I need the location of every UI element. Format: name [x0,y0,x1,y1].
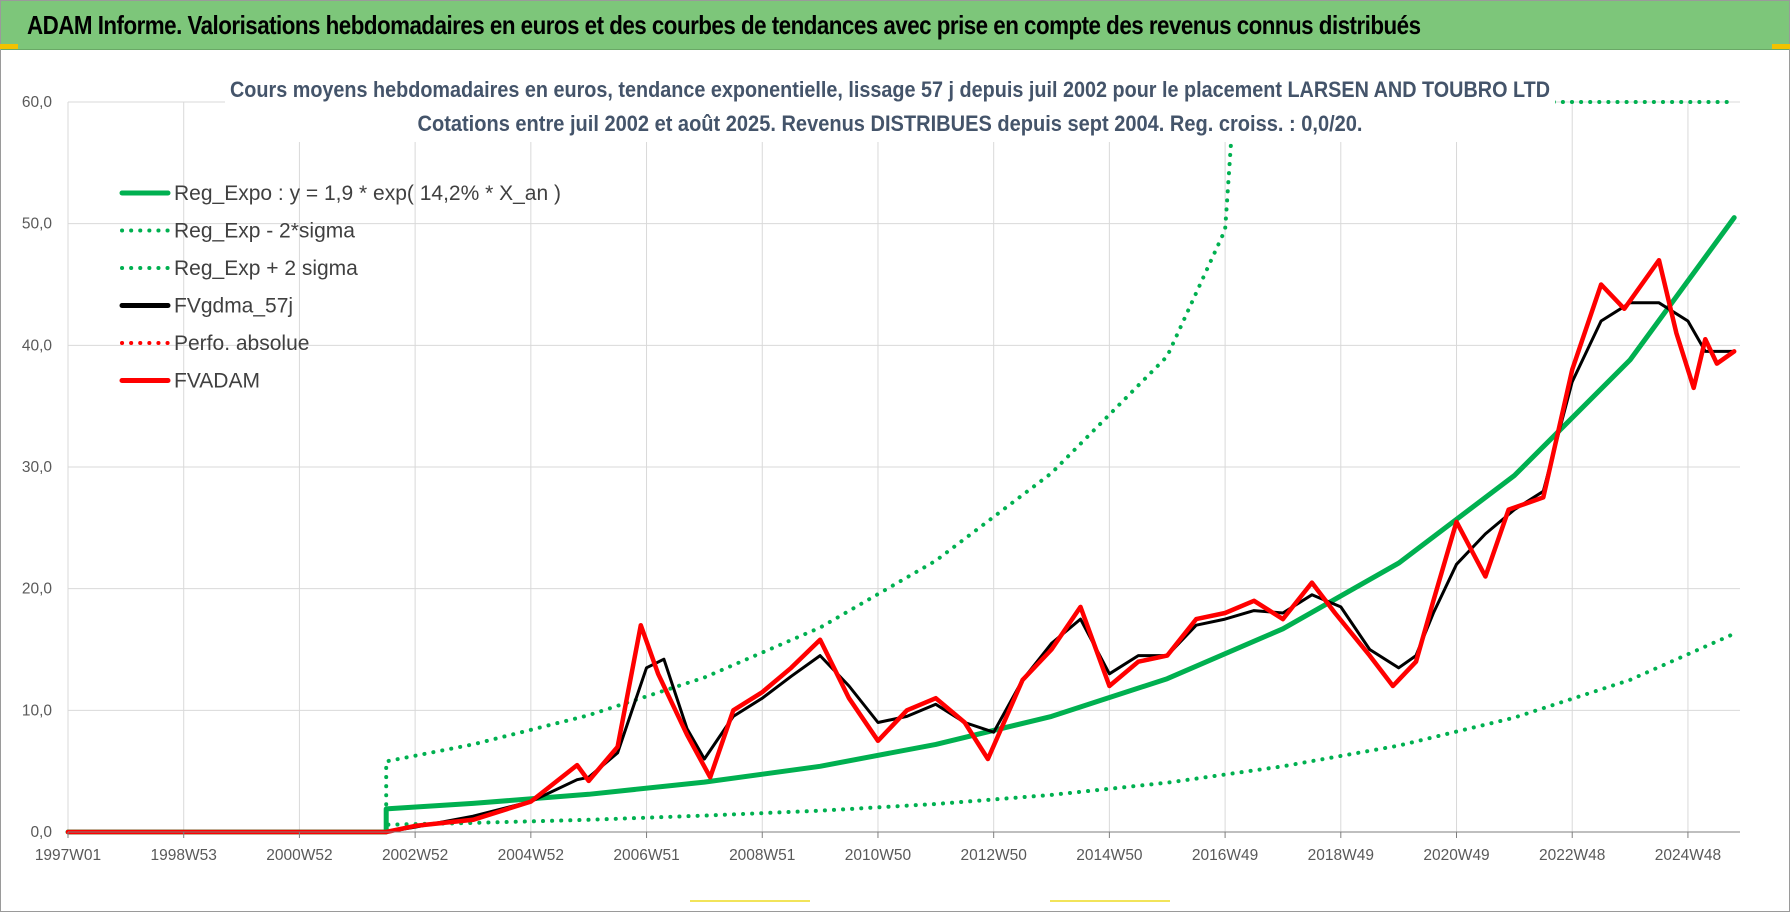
y-tick-label: 40,0 [22,337,53,354]
x-tick-label: 2016W49 [1192,847,1258,864]
x-tick-label: 2024W48 [1655,847,1721,864]
axis-layer: 0,0 10,0 20,0 30,0 40,0 50,0 60,0 1997W01 1998W5… [22,94,1740,864]
y-tick-label: 20,0 [22,581,53,598]
x-tick-label: 2004W52 [498,847,564,864]
series-line-5 [65,257,1737,835]
x-tick-label: 2002W52 [382,847,448,864]
y-tick-label: 50,0 [22,216,53,233]
report-banner: ADAM Informe. Valorisations hebdomadaire… [1,1,1789,50]
x-tick-label: 2014W50 [1076,847,1143,864]
series-layer [65,100,1737,835]
legend-label: Reg_Exp + 2 sigma [174,257,358,280]
legend-label: Perfo. absolue [174,332,309,355]
corner-marker-left [0,44,18,49]
grid-layer [67,101,1740,833]
legend-label: FVgdma_57j [174,295,293,318]
banner-title: ADAM Informe. Valorisations hebdomadaire… [27,10,1421,40]
chart-title: Cours moyens hebdomadaires en euros, ten… [230,77,1550,102]
bottom-accent-2 [1050,900,1170,902]
x-tick-label: 1997W01 [35,847,101,864]
x-tick-label: 2010W50 [845,847,912,864]
x-tick-label: 2018W49 [1308,847,1374,864]
x-tick-label: 1998W53 [151,847,217,864]
bottom-accent-1 [690,900,810,902]
x-tick-label: 2012W50 [960,847,1027,864]
y-tick-label: 0,0 [30,824,52,841]
legend-label: FVADAM [174,370,260,393]
x-tick-label: 2008W51 [729,847,795,864]
series-line-1 [66,631,1737,834]
corner-marker-right [1772,44,1790,49]
y-tick-label: 30,0 [22,459,53,476]
y-tick-label: 60,0 [22,94,53,111]
x-tick-label: 2006W51 [613,847,679,864]
y-tick-label: 10,0 [22,702,53,719]
x-tick-label: 2000W52 [266,847,332,864]
title-background [225,72,1555,142]
series-line-0 [65,215,1737,835]
series-line-4 [66,258,1737,834]
x-tick-label: 2022W48 [1539,847,1605,864]
legend: Reg_Expo : y = 1,9 * exp( 14,2% * X_an )… [119,182,561,393]
chart-title-block: Cours moyens hebdomadaires en euros, ten… [225,72,1555,142]
legend-label: Reg_Expo : y = 1,9 * exp( 14,2% * X_an ) [174,182,561,205]
chart-subtitle: Cotations entre juil 2002 et août 2025. … [418,111,1363,136]
legend-label: Reg_Exp - 2*sigma [174,220,355,243]
x-tick-label: 2020W49 [1423,847,1489,864]
